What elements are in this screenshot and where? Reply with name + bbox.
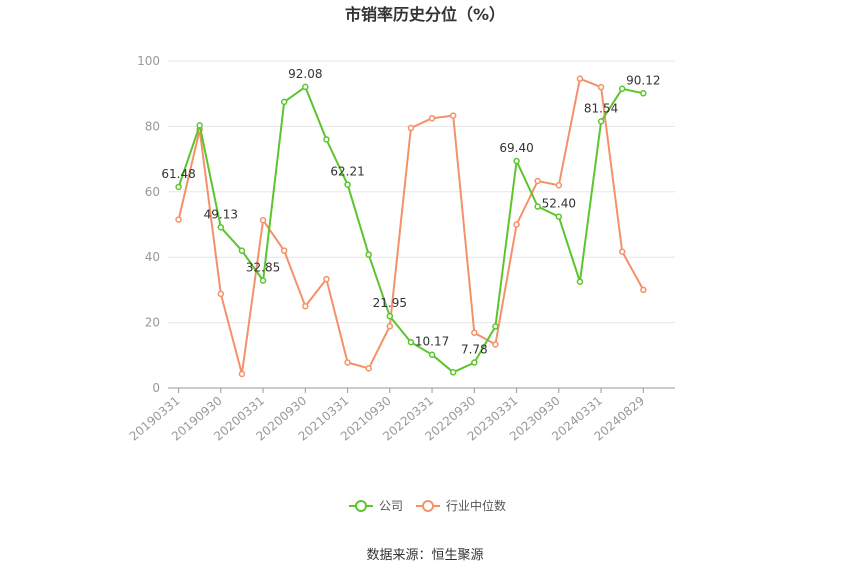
data-point (259, 216, 267, 224)
data-point (386, 312, 394, 320)
data-point (576, 75, 584, 82)
data-label: 92.08 (288, 67, 322, 81)
data-point (196, 122, 203, 129)
source-note: 数据来源：恒生聚源 (366, 548, 483, 563)
data-label: 90.12 (626, 73, 660, 87)
data-label: 62.21 (330, 165, 364, 179)
data-point (471, 329, 478, 336)
data-point (407, 338, 415, 346)
data-point (640, 286, 647, 294)
data-point (534, 177, 541, 185)
data-point (492, 323, 499, 330)
data-point (640, 90, 647, 97)
data-point (618, 248, 626, 255)
series-layer (175, 75, 647, 378)
data-point (492, 341, 499, 348)
data-point (513, 157, 520, 165)
y-tick-label: 0 (152, 381, 160, 395)
data-point (365, 251, 372, 258)
gridlines (168, 60, 675, 324)
data-point (576, 278, 584, 285)
data-point (386, 322, 394, 330)
data-label: 69.40 (499, 141, 533, 155)
data-label: 81.54 (584, 101, 618, 115)
data-point (407, 124, 415, 132)
y-axis: 0 20 40 60 80 100 (137, 54, 160, 395)
data-point (555, 213, 563, 220)
data-label: 49.13 (204, 207, 238, 221)
data-point (555, 182, 563, 189)
data-point (217, 290, 225, 298)
data-point (365, 365, 372, 372)
data-point (428, 351, 436, 358)
legend: 公司 行业中位数 (349, 498, 506, 513)
legend-label: 行业中位数 (446, 498, 506, 513)
data-label: 52.40 (542, 197, 576, 211)
data-label: 7.78 (461, 343, 488, 357)
data-point (238, 370, 246, 378)
data-label: 32.85 (246, 261, 280, 275)
data-labels: 61.48 49.13 32.85 92.08 62.21 21.95 10.17 7.78 6… (161, 67, 660, 357)
data-label: 21.95 (373, 296, 407, 310)
data-point (280, 247, 288, 254)
series-1 (175, 75, 647, 378)
y-tick-label: 20 (145, 316, 160, 330)
data-point (302, 83, 309, 91)
data-point (449, 369, 457, 376)
data-point (302, 303, 309, 310)
legend-marker (355, 500, 367, 512)
data-point (471, 359, 478, 366)
data-point (323, 275, 330, 283)
legend-item: 行业中位数 (416, 498, 506, 513)
y-tick-label: 80 (145, 119, 160, 133)
data-point (175, 183, 182, 191)
data-point (323, 136, 330, 143)
data-point (238, 247, 246, 254)
y-tick-label: 40 (145, 250, 160, 264)
data-label: 10.17 (415, 335, 449, 349)
y-tick-label: 100 (137, 54, 160, 68)
data-point (280, 98, 288, 106)
data-point (618, 85, 626, 93)
data-point (259, 277, 267, 284)
data-point (513, 221, 520, 228)
data-point (175, 216, 182, 223)
data-point (428, 114, 436, 122)
data-point (534, 203, 541, 210)
data-point (597, 118, 605, 125)
data-point (217, 224, 225, 231)
data-point (344, 181, 351, 188)
series-line (177, 77, 645, 375)
data-point (344, 359, 351, 366)
legend-item: 公司 (349, 499, 403, 513)
legend-marker (422, 500, 434, 512)
legend-label: 公司 (379, 499, 403, 513)
data-point (449, 112, 457, 119)
series-0 (175, 83, 647, 376)
data-label: 61.48 (161, 167, 195, 181)
x-axis: 2019033120190930202003312020093020210331… (127, 387, 675, 444)
y-tick-label: 60 (145, 185, 160, 199)
chart-title: 市销率历史分位（%） (345, 5, 505, 24)
data-point (597, 83, 605, 91)
